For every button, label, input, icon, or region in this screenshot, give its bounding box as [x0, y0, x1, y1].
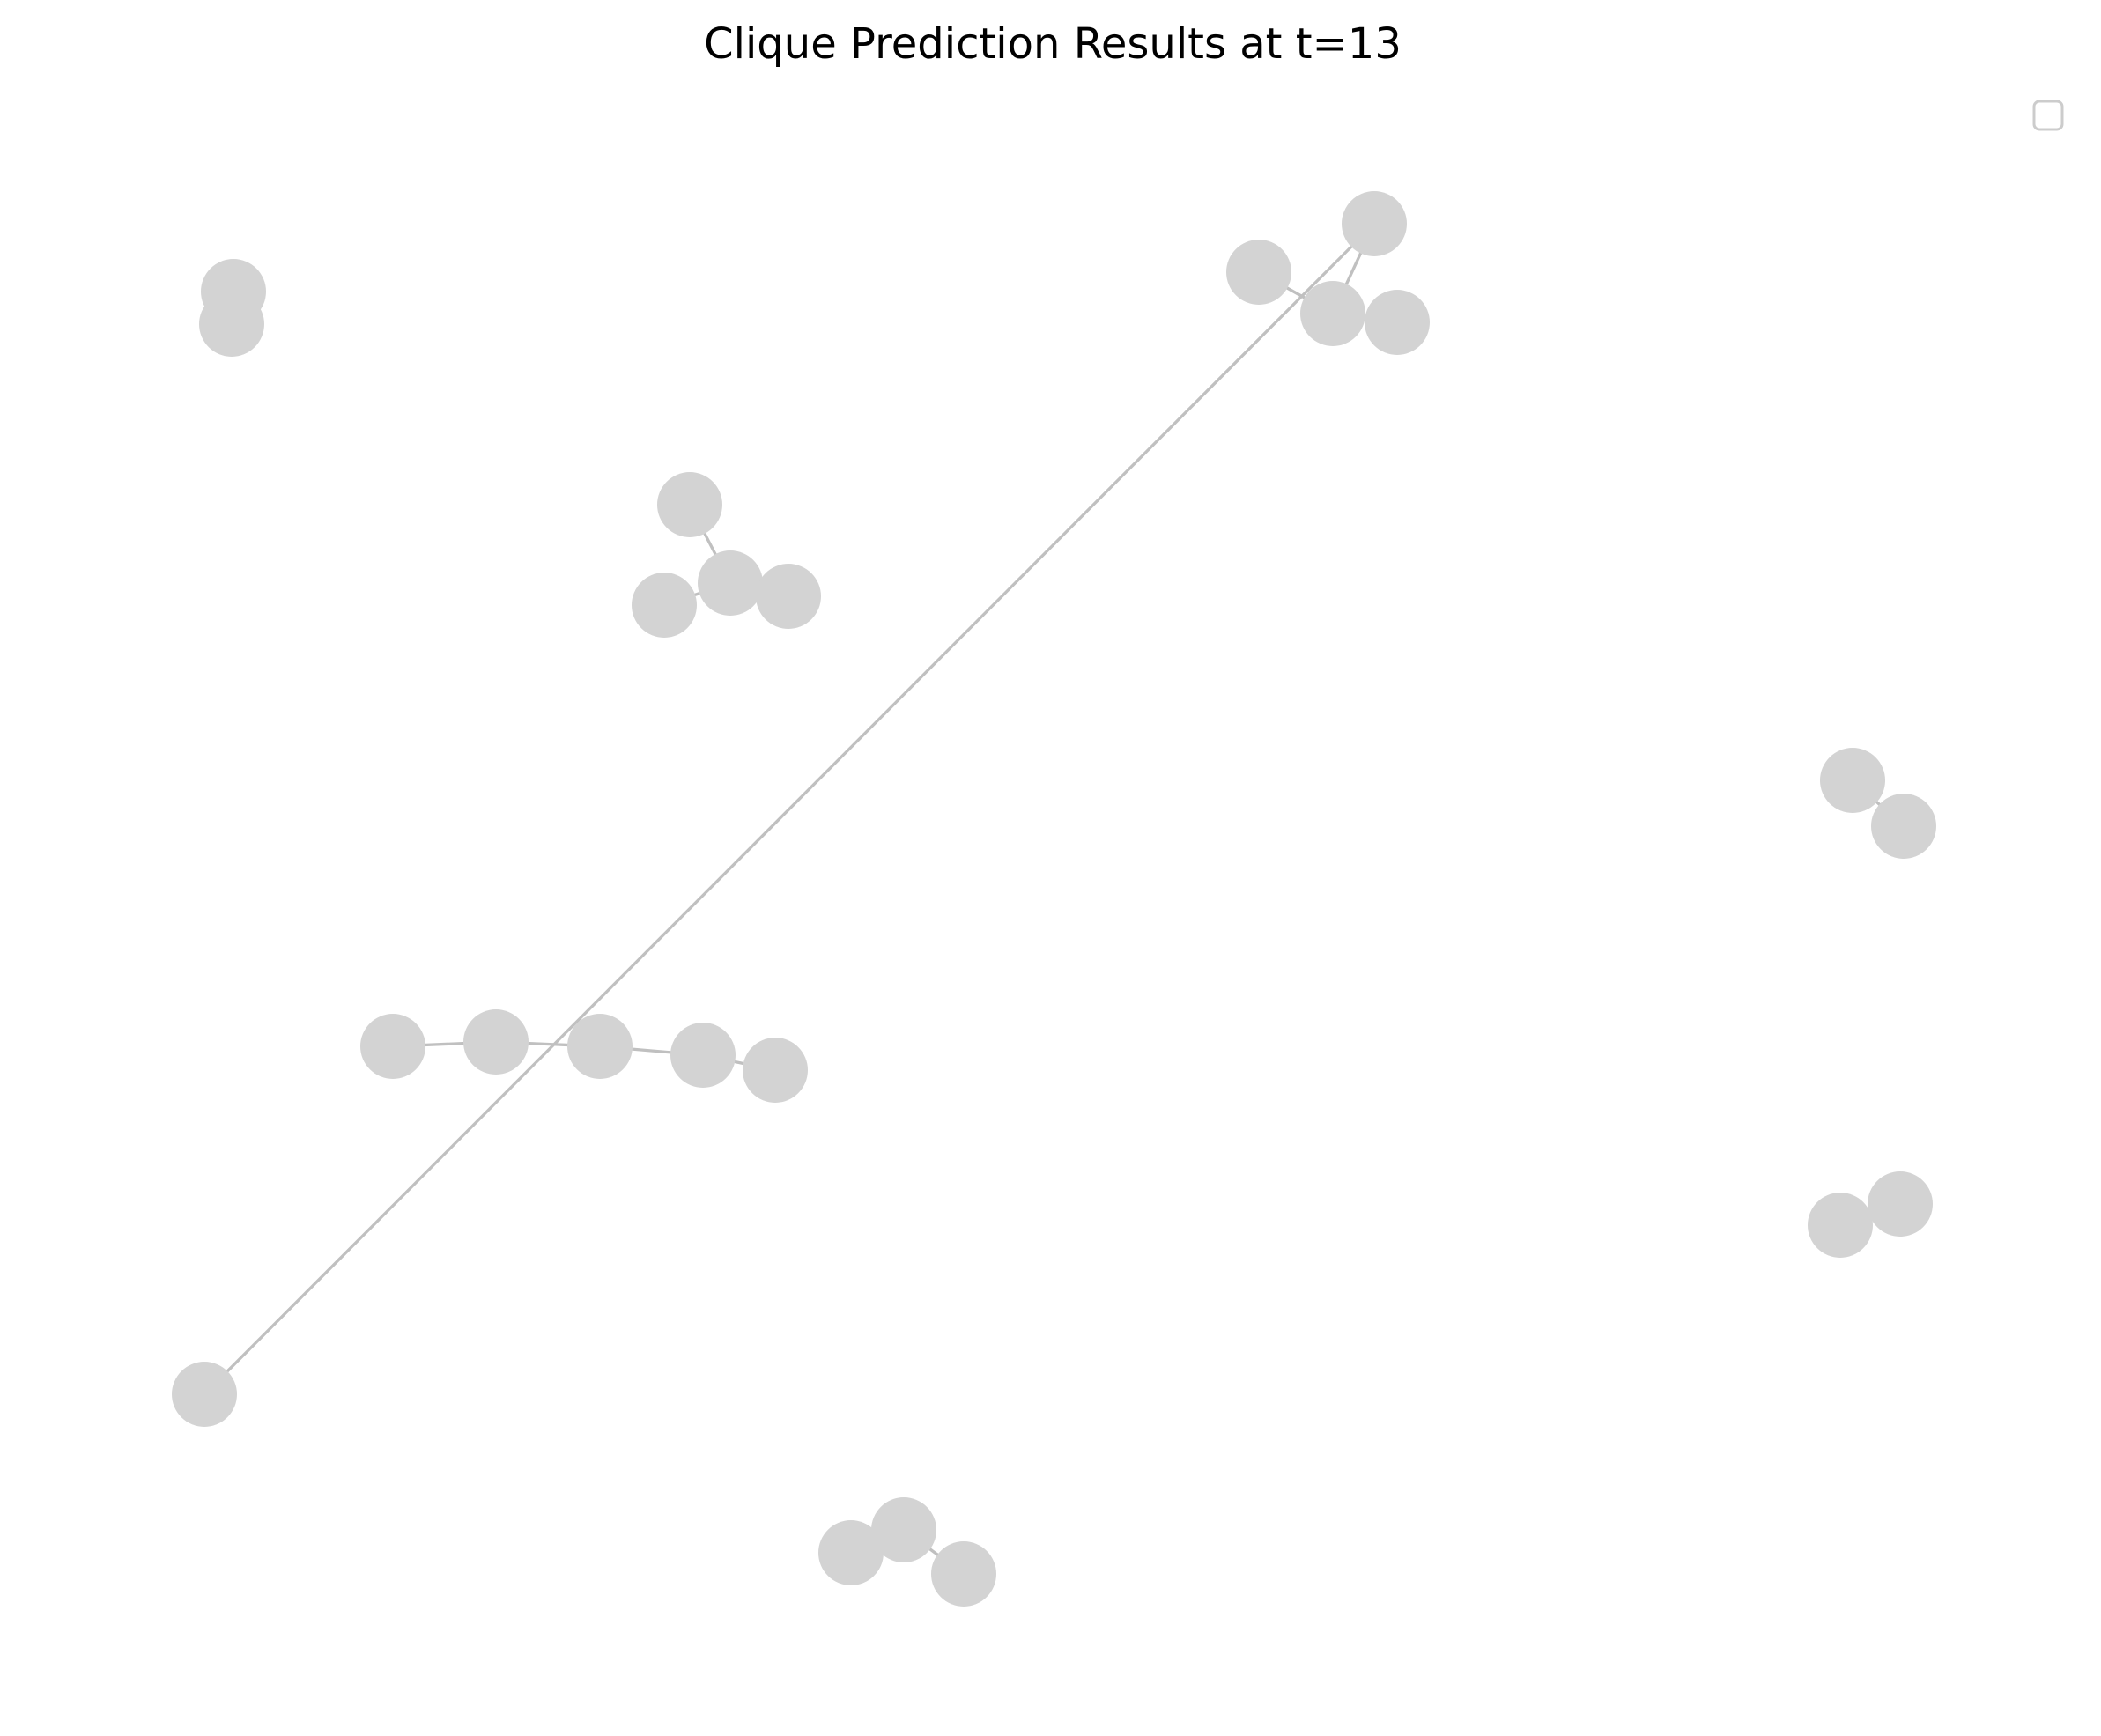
graph-node — [567, 1014, 633, 1079]
legend-box — [2032, 100, 2064, 131]
graph-node — [1868, 1171, 1933, 1237]
graph-node — [172, 1362, 237, 1427]
edges-layer — [203, 222, 1905, 1576]
graph-node — [199, 292, 264, 357]
graph-node — [818, 1520, 884, 1585]
graph-node — [698, 550, 763, 616]
graph-node — [931, 1541, 996, 1607]
graph-node — [1871, 794, 1936, 859]
nodes-layer — [172, 191, 1936, 1607]
graph-node — [1808, 1193, 1873, 1258]
graph-node — [743, 1038, 808, 1103]
graph-node — [1820, 748, 1885, 813]
graph-node — [632, 573, 697, 638]
graph-node — [463, 1009, 529, 1075]
graph-edge — [203, 222, 1376, 1396]
graph-node — [360, 1014, 425, 1079]
graph-node — [756, 564, 821, 629]
graph-node — [670, 1023, 736, 1088]
graph-node — [1342, 191, 1407, 256]
graph-node — [1226, 240, 1291, 305]
graph-node — [657, 472, 722, 537]
graph-node — [1365, 290, 1430, 355]
graph-node — [871, 1497, 936, 1562]
graph-node — [1300, 281, 1365, 346]
graph-title: Clique Prediction Results at t=13 — [704, 19, 1402, 69]
